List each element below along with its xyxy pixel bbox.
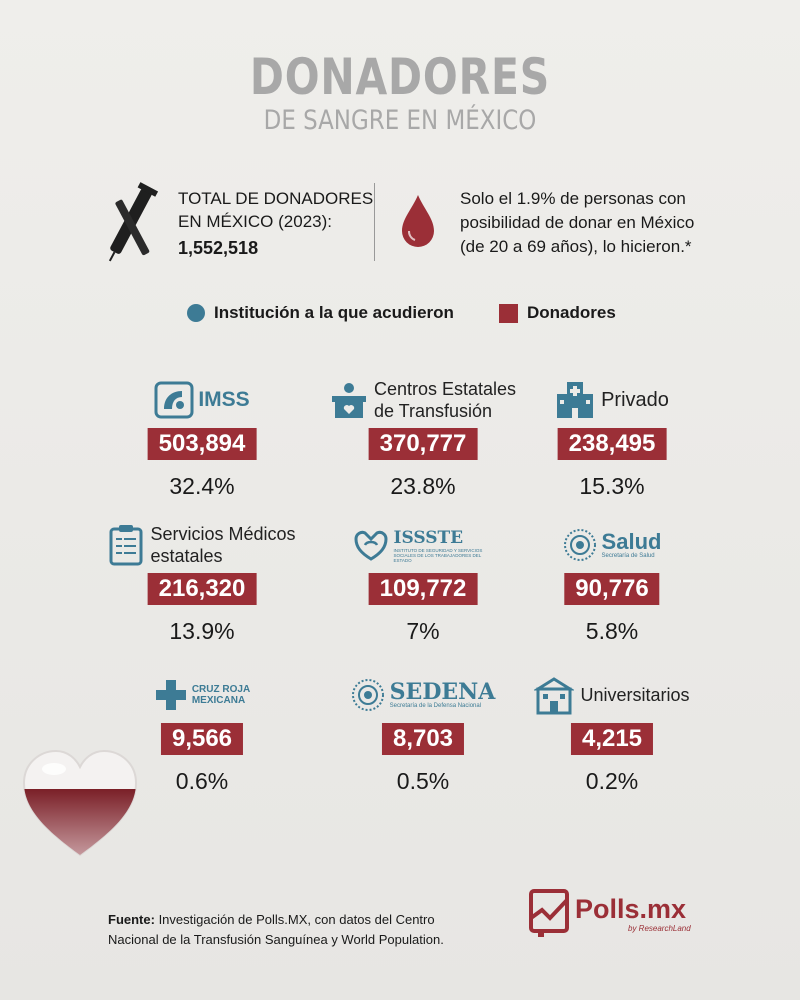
brand-subtext: by ResearchLand xyxy=(628,924,691,933)
institution-name: SEDENA xyxy=(389,679,496,705)
blood-drop-icon xyxy=(402,195,434,247)
donation-box-icon xyxy=(331,383,366,418)
brand-name: Polls.mx xyxy=(575,894,687,924)
percent-value: 13.9% xyxy=(169,618,235,644)
institution-logo: Centros Estatales de Transfusión xyxy=(308,375,538,425)
institution-name-line1: Servicios Médicos xyxy=(150,524,296,544)
salud-seal-logo-icon xyxy=(563,529,596,561)
donors-badge: 90,776 xyxy=(564,573,660,605)
donors-badge: 9,566 xyxy=(160,723,244,755)
institution-name-line2: estatales xyxy=(150,546,223,566)
note-line1: Solo el 1.9% de personas con xyxy=(460,189,686,208)
sedena-seal-logo-icon xyxy=(351,679,384,711)
institution-name-block: ISSSTE INSTITUTO DE SEGURIDAD Y SERVICIO… xyxy=(394,528,494,563)
percent-value: 23.8% xyxy=(390,473,456,499)
institution-logo: SEDENA Secretaría de la Defensa Nacional xyxy=(308,670,538,720)
page-subtitle: DE SANGRE EN MÉXICO xyxy=(263,105,537,136)
institution-name: CRUZ ROJA MEXICANA xyxy=(192,684,250,706)
institution-logo: Universitarios xyxy=(497,670,727,720)
total-donors-label: TOTAL DE DONADORES EN MÉXICO (2023): xyxy=(178,187,373,233)
institution-subtext: Secretaría de Salud xyxy=(601,553,655,559)
polls-chart-icon xyxy=(529,889,569,937)
percent-value: 0.5% xyxy=(396,768,450,794)
institution-name: Privado xyxy=(601,389,669,411)
total-donors-value: 1,552,518 xyxy=(178,238,259,258)
institution-name: Universitarios xyxy=(580,685,690,705)
donors-badge: 216,320 xyxy=(147,573,257,605)
total-label-line1: TOTAL DE DONADORES xyxy=(178,189,374,208)
hospital-icon xyxy=(557,382,594,418)
donors-badge: 503,894 xyxy=(147,428,257,460)
donors-badge: 238,495 xyxy=(557,428,667,460)
institution-logo: Servicios Médicos estatales xyxy=(87,520,317,570)
institution-name: Servicios Médicos estatales xyxy=(150,523,295,567)
source-text: Investigación de Polls.MX, con datos del… xyxy=(108,912,444,947)
issste-logo-icon xyxy=(353,530,388,561)
legend-institution-label: Institución a la que acudieron xyxy=(214,303,454,322)
legend-dot-icon xyxy=(187,304,205,322)
institution-name: Salud xyxy=(601,529,662,554)
institution-logo: Privado xyxy=(497,375,727,425)
donors-badge: 8,703 xyxy=(381,723,465,755)
institution-logo: Salud Secretaría de Salud xyxy=(497,520,727,570)
percent-value: 32.4% xyxy=(169,473,235,499)
source-label: Fuente: xyxy=(108,912,155,927)
institution-name-line2: de Transfusión xyxy=(373,401,493,421)
percent-value: 0.2% xyxy=(585,768,639,794)
legend-donors: Donadores xyxy=(499,303,616,323)
institution-name-block: SEDENA Secretaría de la Defensa Nacional xyxy=(390,681,496,709)
note-line2: posibilidad de donar en México xyxy=(460,213,695,232)
donors-badge: 109,772 xyxy=(368,573,478,605)
institution-name-line1: CRUZ ROJA xyxy=(191,684,251,695)
page-title: DONADORES xyxy=(249,48,551,106)
percent-value: 5.8% xyxy=(585,618,639,644)
institution-logo: CRUZ ROJA MEXICANA xyxy=(87,670,317,720)
donors-badge: 4,215 xyxy=(570,723,654,755)
summary-divider xyxy=(374,183,375,261)
legend-institution: Institución a la que acudieron xyxy=(187,303,454,323)
institution-logo: IMSS xyxy=(87,375,317,425)
percent-value: 15.3% xyxy=(579,473,645,499)
percent-value: 7% xyxy=(406,618,440,644)
imss-logo-icon xyxy=(154,381,194,419)
source-note: Fuente: Investigación de Polls.MX, con d… xyxy=(108,910,468,950)
institution-subtext: Secretaría de la Defensa Nacional xyxy=(389,703,482,709)
note-line3: (de 20 a 69 años), lo hicieron.* xyxy=(460,237,692,256)
polls-mx-logo: Polls.mx by ResearchLand xyxy=(528,888,698,940)
institution-subtext: INSTITUTO DE SEGURIDAD Y SERVICIOS SOCIA… xyxy=(393,547,483,563)
syringe-icon xyxy=(108,182,159,262)
legend-square-icon xyxy=(499,303,518,323)
total-label-line2: EN MÉXICO (2023): xyxy=(178,212,332,231)
legend-donors-label: Donadores xyxy=(527,303,616,322)
glass-heart-icon xyxy=(22,749,138,857)
donors-badge: 370,777 xyxy=(368,428,478,460)
university-icon xyxy=(534,677,575,715)
institution-name: IMSS xyxy=(198,388,250,411)
institution-name-block: Salud Secretaría de Salud xyxy=(601,529,662,560)
red-cross-icon xyxy=(155,680,186,710)
institution-logo: ISSSTE INSTITUTO DE SEGURIDAD Y SERVICIO… xyxy=(308,520,538,570)
donation-rate-note: Solo el 1.9% de personas con posibilidad… xyxy=(460,187,760,259)
institution-name-line2: MEXICANA xyxy=(191,695,246,706)
institution-name: ISSSTE xyxy=(393,527,464,548)
institution-name: Centros Estatales de Transfusión xyxy=(374,378,516,422)
institution-name-line1: Centros Estatales xyxy=(373,379,517,399)
clipboard-icon xyxy=(109,525,143,566)
percent-value: 0.6% xyxy=(175,768,229,794)
